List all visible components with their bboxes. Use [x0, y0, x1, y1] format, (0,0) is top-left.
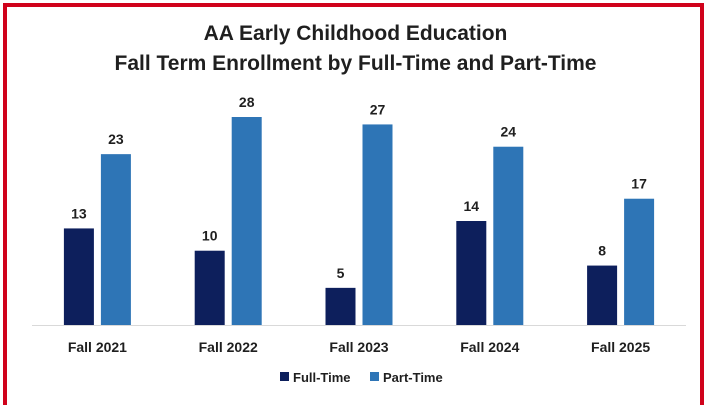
legend-swatch-2 [370, 372, 379, 381]
x-tick-label-2: Fall 2022 [199, 339, 258, 355]
bar-full-time-3 [325, 287, 356, 325]
bar-part-time-3 [362, 124, 393, 325]
bar-full-time-2 [194, 250, 225, 325]
data-label-full-time-4: 14 [464, 198, 480, 214]
bar-part-time-5 [624, 198, 655, 325]
data-label-full-time-5: 8 [598, 243, 606, 259]
bar-full-time-1 [63, 228, 94, 325]
legend-label-1: Full-Time [293, 370, 351, 385]
bar-part-time-4 [493, 146, 524, 325]
chart-title-line-1: AA Early Childhood Education [203, 22, 508, 45]
x-tick-label-3: Fall 2023 [329, 339, 388, 355]
data-label-full-time-1: 13 [71, 205, 87, 221]
data-label-part-time-1: 23 [108, 131, 124, 147]
data-label-part-time-5: 17 [631, 176, 647, 192]
chart-title-line-2: Fall Term Enrollment by Full-Time and Pa… [114, 52, 597, 75]
data-label-full-time-2: 10 [202, 228, 218, 244]
x-tick-label-1: Fall 2021 [68, 339, 127, 355]
legend-swatch-1 [280, 372, 289, 381]
bar-part-time-2 [231, 117, 262, 325]
legend-label-2: Part-Time [383, 370, 443, 385]
data-label-part-time-3: 27 [370, 101, 386, 117]
bar-full-time-5 [587, 265, 618, 325]
x-tick-label-4: Fall 2024 [460, 339, 519, 355]
bar-part-time-1 [100, 154, 131, 325]
x-tick-label-5: Fall 2025 [591, 339, 650, 355]
data-label-part-time-4: 24 [501, 124, 517, 140]
bar-full-time-4 [456, 221, 487, 325]
data-label-part-time-2: 28 [239, 94, 255, 110]
data-label-full-time-3: 5 [337, 265, 345, 281]
